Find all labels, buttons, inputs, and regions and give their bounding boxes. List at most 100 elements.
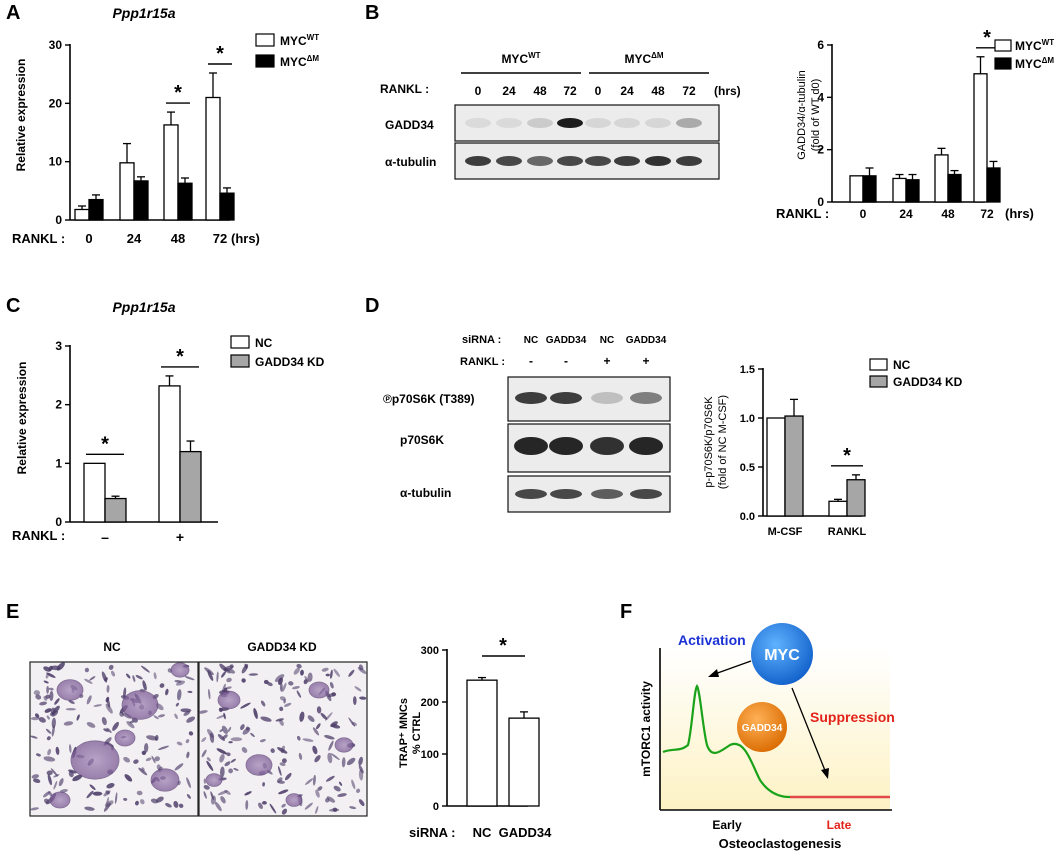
y-tick-label: 30 [49,38,63,52]
x-tick-label: 0 [85,231,92,246]
lane-label-sirna: NC [600,335,614,346]
cell-mononuclear [50,665,61,671]
late-label: Late [827,818,852,832]
band-tubulin [591,489,623,499]
cell-mononuclear [145,757,152,762]
cell-mononuclear [50,768,58,777]
cell-mononuclear [46,736,51,741]
y-tick-label: 3 [55,339,62,353]
legend-label-wt: MYCWT [280,33,319,48]
band-p70s6k [590,437,624,455]
cell-mononuclear [248,673,259,676]
cell-mononuclear [339,781,343,786]
legend-swatch-dm [255,54,275,68]
cell-mononuclear [30,807,40,811]
mtorc1-activity-curve [662,684,791,799]
cell-mononuclear [244,663,248,669]
lane-label-sirna: GADD34 [546,335,587,346]
cell-mononuclear [48,687,54,691]
panel-f-xlabel: Osteoclastogenesis [719,836,842,851]
cell-mononuclear [175,702,179,707]
cell-mononuclear [305,778,314,785]
cell-mononuclear [349,806,357,810]
blot-label-gadd34: GADD34 [385,118,434,132]
y-tick-label: 200 [421,697,439,709]
cell-mononuclear [302,738,314,742]
cell-mononuclear [263,679,269,685]
cell-mononuclear [356,788,361,793]
cell-mononuclear [296,735,301,741]
panel-e-chart: 0 100 200 300 NC GADD34 * [421,635,552,840]
cell-mononuclear [330,753,340,761]
cell-mononuclear [53,705,60,714]
cell-mononuclear [325,673,330,677]
cell-mononuclear [151,755,156,764]
panel-c-ylabel: Relative expression [15,362,29,475]
cell-mononuclear [221,671,226,678]
cell-mononuclear [233,767,239,771]
band-gadd34 [645,118,671,128]
cell-mononuclear [358,764,364,774]
cell-mononuclear [58,778,64,787]
lane-label: 48 [651,84,665,98]
cell-mononuclear [230,758,236,763]
cell-mononuclear [221,683,226,694]
cell-mononuclear [262,782,265,787]
cell-multinucleated [308,681,330,699]
blot-label-p70s6k: p70S6K [400,433,444,447]
cell-mononuclear [165,688,169,696]
x-tick-label: 48 [171,231,185,246]
cell-mononuclear [173,800,179,808]
y-tick-label: 1 [55,456,62,470]
cell-mononuclear [279,719,284,726]
band-p-p70s6k [591,392,623,404]
cell-mononuclear [241,678,246,683]
cell-mononuclear [53,774,60,778]
panel-a-rankl-label: RANKL : [12,231,65,246]
cell-mononuclear [142,680,147,691]
panel-d-chart: 0.0 0.5 1.0 1.5 M-CSF RANKL * [740,364,867,538]
band-gadd34 [527,118,553,128]
suppression-arrow [791,687,827,774]
cell-mononuclear [283,702,292,707]
cell-mononuclear [279,682,283,692]
cell-mononuclear [72,774,83,782]
cell-mononuclear [35,694,42,700]
panel-a-ylabel: Relative expression [14,59,28,172]
cell-mononuclear [293,667,300,675]
bar [846,479,866,517]
significance-star: * [174,82,182,104]
cell-mononuclear [146,735,158,741]
band-tubulin [550,489,582,499]
cell-multinucleated [205,773,223,787]
lane-label-rankl: - [564,354,568,368]
cell-mononuclear [221,725,228,735]
panel-c-rankl-label: RANKL : [12,528,65,543]
lane-label: 72 [563,84,577,98]
cell-mononuclear [219,729,224,733]
cell-mononuclear [280,745,285,754]
panel-b-bands [465,118,702,166]
lane-label-rankl: + [603,354,610,368]
cell-mononuclear [222,734,228,740]
suppression-label: Suppression [810,709,895,725]
panel-b-ylabel-1: GADD34/α-tubulin [796,70,808,160]
band-gadd34 [676,118,702,128]
cell-mononuclear [327,752,333,764]
panel-e-ylabel-1: TRAP⁺ MNCs [398,698,410,768]
cell-mononuclear [207,670,214,681]
band-tubulin [676,156,702,166]
cell-mononuclear [63,721,74,726]
cell-mononuclear [217,734,226,741]
panel-d-lanes: NC GADD34 NC GADD34 - - + + [524,335,667,368]
cell-mononuclear [157,745,170,751]
cell-mononuclear [84,667,90,673]
cell-mononuclear [165,803,172,808]
cell-mononuclear [281,758,287,764]
cell-mononuclear [283,699,286,704]
cell-mononuclear [48,790,53,797]
cell-mononuclear [43,695,48,701]
panel-d-sirna-label: siRNA : [462,334,501,346]
cell-mononuclear [304,802,313,810]
cell-mononuclear [103,728,109,732]
